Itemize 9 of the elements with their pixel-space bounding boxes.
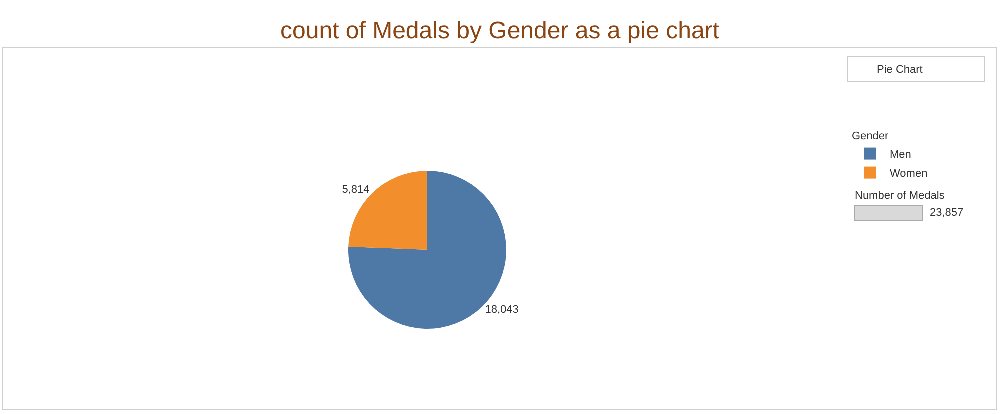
text: 23,857 — [930, 207, 964, 219]
data-label: 18,043 — [485, 304, 519, 316]
legend-label: Women — [890, 168, 928, 180]
legend-title: Gender — [852, 130, 890, 142]
text: Pie Chart — [877, 64, 923, 76]
chart-title: count of Medals by Gender as a pie chart — [280, 17, 720, 44]
legend-label: Men — [890, 149, 912, 162]
text: Number of Medals — [855, 190, 946, 202]
data-label: 5,814 — [342, 184, 370, 196]
